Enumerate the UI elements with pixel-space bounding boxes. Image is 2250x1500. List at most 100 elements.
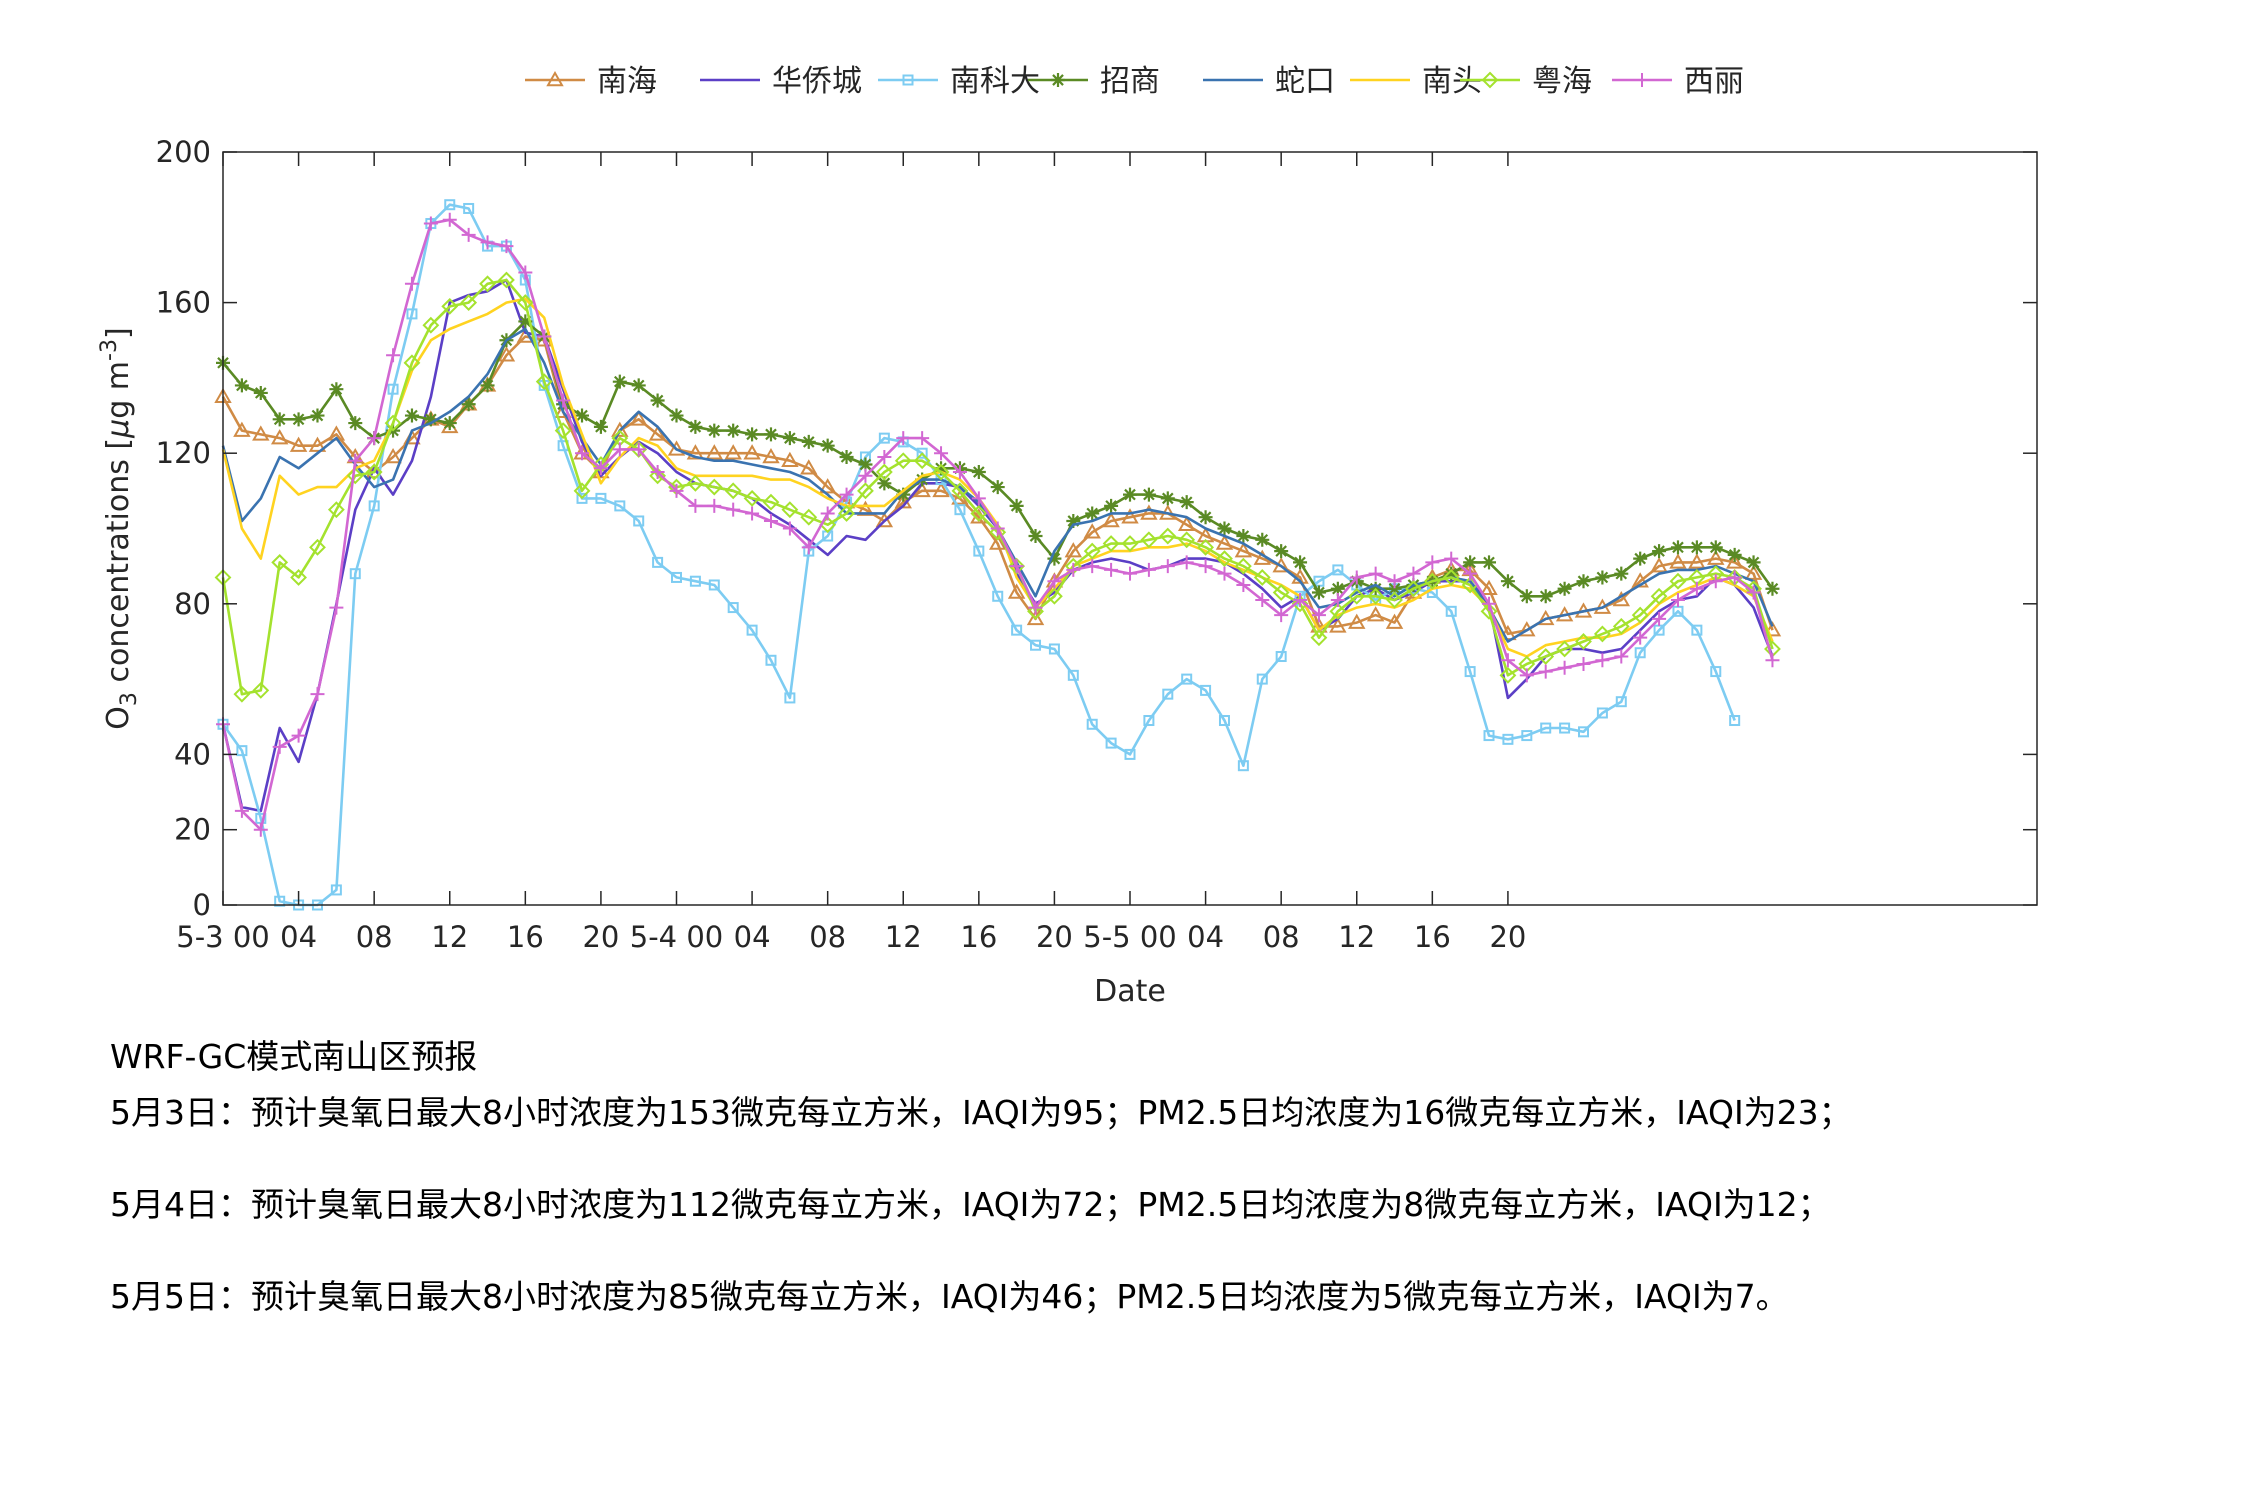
forecast-title: WRF-GC模式南山区预报	[110, 1037, 478, 1076]
data-point	[781, 501, 799, 519]
data-point	[724, 444, 742, 460]
x-axis-label: Date	[1094, 974, 1166, 1009]
x-tick-label: 20	[1489, 920, 1526, 954]
data-point	[954, 504, 966, 516]
data-point	[236, 745, 248, 757]
data-point	[762, 493, 780, 511]
data-point	[252, 681, 270, 699]
data-point	[1596, 707, 1608, 719]
data-point	[1689, 540, 1704, 555]
data-point	[1633, 551, 1648, 566]
data-point	[309, 538, 326, 556]
data-point	[289, 436, 308, 452]
data-point	[1311, 608, 1326, 623]
legend-item: 南科大	[878, 64, 1040, 99]
data-point	[818, 478, 837, 494]
data-point	[575, 446, 590, 461]
data-point	[384, 414, 402, 432]
data-point	[1141, 487, 1156, 502]
data-point	[1085, 559, 1100, 574]
data-point	[423, 216, 438, 231]
x-tick-label: 20	[582, 920, 619, 954]
data-point	[932, 481, 950, 498]
data-point	[612, 374, 627, 389]
data-point	[1688, 553, 1706, 569]
data-point	[518, 314, 533, 329]
data-point	[308, 436, 327, 452]
data-point	[1727, 547, 1742, 562]
legend-marker	[546, 70, 564, 87]
data-point	[1652, 544, 1667, 559]
data-point	[781, 451, 799, 467]
data-point	[743, 444, 761, 460]
y-label-mu: μ	[101, 419, 136, 439]
data-point	[1500, 653, 1515, 668]
data-point	[463, 202, 475, 214]
y-label-unit: g m	[101, 361, 136, 419]
data-point	[460, 294, 478, 312]
data-point	[932, 463, 950, 481]
data-point	[310, 408, 325, 423]
data-point	[667, 440, 686, 456]
data-point	[857, 482, 874, 500]
data-point	[1123, 487, 1137, 502]
data-point	[480, 235, 495, 250]
data-point	[1124, 748, 1136, 760]
data-point	[441, 297, 459, 315]
data-point	[1234, 542, 1253, 558]
data-point	[365, 463, 383, 481]
data-point	[707, 423, 722, 438]
data-point	[916, 447, 928, 459]
data-point	[1066, 513, 1081, 528]
x-tick-label: 20	[1036, 920, 1073, 954]
data-point	[1442, 569, 1460, 586]
data-point	[1200, 684, 1212, 696]
data-point	[406, 308, 418, 320]
data-point	[1405, 580, 1422, 598]
data-point	[1255, 593, 1270, 608]
data-point	[1083, 542, 1101, 560]
data-point	[1445, 605, 1457, 617]
data-point	[1670, 540, 1685, 555]
data-point	[820, 438, 835, 453]
data-point	[1030, 639, 1042, 651]
data-point	[444, 199, 456, 211]
legend-label: 南科大	[950, 64, 1040, 99]
data-point	[272, 739, 287, 754]
data-point	[1652, 611, 1667, 626]
data-point	[1480, 579, 1498, 595]
data-point	[329, 600, 344, 615]
data-point	[1215, 534, 1234, 550]
data-point	[1650, 557, 1668, 573]
data-point	[1330, 581, 1345, 596]
data-point	[1217, 566, 1232, 581]
data-point	[934, 446, 949, 461]
data-point	[556, 393, 571, 408]
data-point	[1670, 593, 1685, 608]
data-point	[970, 505, 988, 522]
data-point	[1216, 550, 1233, 568]
legend-item: 蛇口	[1203, 64, 1335, 99]
data-point	[1105, 737, 1117, 749]
data-point	[1707, 549, 1725, 565]
data-point	[1725, 553, 1744, 569]
data-point	[1556, 640, 1574, 658]
data-point	[329, 382, 344, 397]
legend-marker	[902, 74, 914, 86]
y-label-close: ]	[101, 327, 136, 339]
data-point	[1047, 574, 1062, 589]
data-point	[782, 521, 797, 536]
data-point	[1575, 633, 1592, 650]
y-tick-label: 80	[174, 587, 211, 621]
y-tick-label: 160	[156, 286, 211, 320]
legend-marker	[1051, 73, 1065, 87]
data-point	[688, 498, 703, 513]
x-tick-label: 16	[507, 920, 544, 954]
x-tick-label: 04	[1187, 920, 1224, 954]
legend-item: 华侨城	[700, 64, 862, 99]
data-point	[442, 212, 457, 227]
data-point	[1538, 589, 1553, 604]
data-point	[894, 452, 912, 470]
data-point	[1444, 551, 1459, 566]
data-point	[1691, 624, 1703, 636]
